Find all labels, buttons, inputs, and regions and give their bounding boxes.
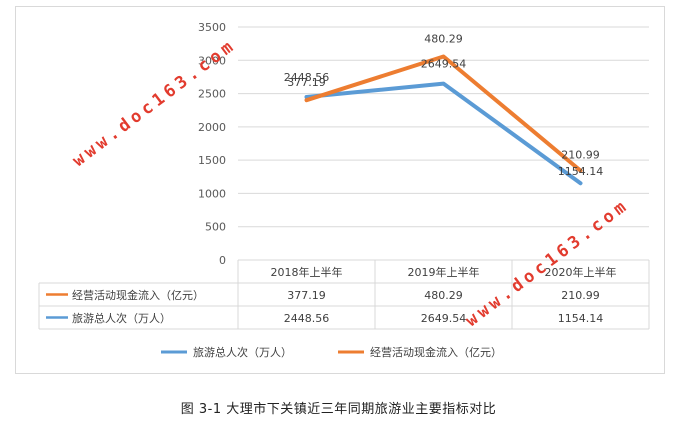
- table-cell: 480.29: [424, 289, 463, 302]
- y-tick-label: 0: [219, 254, 226, 267]
- y-tick-label: 1500: [198, 154, 226, 167]
- table-cell: 2649.54: [421, 312, 467, 325]
- y-tick-label: 2500: [198, 88, 226, 101]
- watermark: www.doc163.com: [69, 35, 240, 171]
- chart-frame: 0 500 1000 1500 2000 2500 3000 3500 2018年上半年 2019…: [15, 6, 665, 374]
- table-header-cell: 2018年上半年: [271, 265, 343, 279]
- table-cell: 210.99: [561, 289, 600, 302]
- watermark: www.doc163.com: [462, 195, 633, 331]
- series-line-cash: [304, 54, 583, 173]
- legend-label: 旅游总人次（万人）: [193, 345, 292, 359]
- table-header-cell: 2020年上半年: [545, 265, 617, 279]
- table-header-cell: 2019年上半年: [408, 265, 480, 279]
- data-label-tourism: 1154.14: [558, 165, 604, 178]
- data-label-tourism: 2448.56: [284, 71, 330, 84]
- table-cell: 2448.56: [284, 312, 330, 325]
- table-row-label: 经营活动现金流入（亿元）: [72, 288, 204, 302]
- y-tick-label: 1000: [198, 187, 226, 200]
- table-cell: 1154.14: [558, 312, 604, 325]
- chart-svg: 0 500 1000 1500 2000 2500 3000 3500 2018年上半年 2019…: [38, 21, 650, 359]
- data-label-cash: 377.19: [287, 76, 326, 89]
- table-row-label: 旅游总人次（万人）: [72, 311, 171, 325]
- data-label-cash: 210.99: [561, 149, 600, 162]
- legend-label: 经营活动现金流入（亿元）: [370, 345, 502, 359]
- figure-caption: 图 3-1 大理市下关镇近三年同期旅游业主要指标对比: [180, 402, 497, 417]
- data-label-cash: 480.29: [424, 33, 463, 46]
- series-line-tourism: [304, 81, 583, 186]
- y-tick-label: 2000: [198, 121, 226, 134]
- y-tick-label: 3000: [198, 54, 226, 67]
- y-tick-label: 500: [205, 221, 226, 234]
- y-tick-label: 3500: [198, 21, 226, 34]
- data-label-tourism: 2649.54: [421, 58, 467, 71]
- table-cell: 377.19: [287, 289, 326, 302]
